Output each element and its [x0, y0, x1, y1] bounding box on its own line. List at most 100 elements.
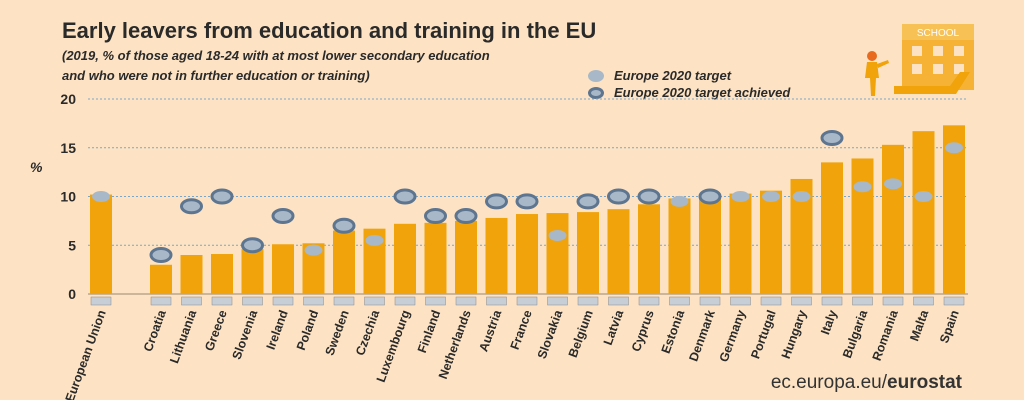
x-tick-label: Hungary — [779, 308, 810, 360]
country-flag-icon — [242, 296, 263, 306]
footer-brand: eurostat — [887, 372, 962, 393]
bar — [90, 194, 112, 294]
x-tick-label: Croatia — [141, 307, 169, 353]
target-marker — [762, 191, 780, 202]
country-flag-icon — [730, 296, 751, 306]
school-window-icon — [954, 46, 964, 56]
bar — [943, 125, 965, 294]
bar — [699, 197, 721, 294]
bar — [577, 212, 599, 294]
legend-item-achieved: Europe 2020 target achieved — [588, 84, 790, 101]
x-tick-label: Portugal — [748, 308, 778, 360]
bar — [668, 198, 691, 294]
bar — [912, 131, 935, 294]
bar — [851, 158, 874, 294]
target-achieved-marker — [485, 193, 508, 210]
target-marker — [548, 230, 567, 241]
legend-label-achieved: Europe 2020 target achieved — [614, 85, 791, 100]
target-achieved-marker — [424, 208, 447, 224]
x-tick-label: Lithuania — [167, 307, 200, 365]
x-tick-label: Bulgaria — [840, 307, 871, 360]
y-tick-label: 5 — [68, 237, 76, 253]
country-flag-icon — [181, 296, 202, 306]
school-window-icon — [954, 64, 964, 74]
x-tick-label: Slovenia — [230, 307, 261, 361]
target-achieved-marker — [149, 247, 173, 263]
target-achieved-marker — [271, 208, 295, 224]
country-flag-icon — [516, 296, 538, 306]
bar — [821, 162, 843, 294]
x-tick-label: Belgium — [566, 308, 596, 359]
target-achieved-marker — [180, 198, 203, 215]
bar — [363, 228, 386, 294]
person-arm-icon — [877, 60, 889, 68]
country-flag-icon — [150, 296, 172, 306]
target-marker — [792, 191, 811, 202]
x-tick-label: Latvia — [601, 307, 627, 347]
target-marker — [731, 191, 750, 202]
x-tick-label: Finland — [415, 308, 443, 355]
bar — [760, 190, 782, 294]
legend-item-target: Europe 2020 target — [588, 67, 790, 84]
school-window-icon — [933, 64, 943, 74]
bar — [516, 214, 538, 294]
bar — [790, 178, 813, 294]
x-tick-label: Spain — [937, 308, 962, 345]
country-flag-icon — [90, 296, 112, 306]
bar — [882, 144, 904, 294]
country-flag-icon — [608, 296, 629, 306]
country-flag-icon — [669, 296, 690, 306]
bar — [546, 213, 569, 294]
bar — [729, 193, 752, 294]
target-achieved-marker — [332, 217, 356, 234]
target-marker — [670, 195, 689, 207]
achieved-marker-icon — [588, 86, 604, 99]
school-sign-text: SCHOOL — [917, 28, 960, 39]
country-flag-icon — [699, 296, 721, 306]
x-tick-label: Poland — [294, 308, 321, 352]
target-marker-icon — [588, 69, 604, 82]
target-achieved-marker — [210, 188, 234, 205]
school-window-icon — [912, 64, 922, 74]
country-flag-icon — [791, 296, 812, 306]
target-achieved-marker — [637, 188, 661, 205]
x-tick-label: Netherlands — [436, 308, 474, 381]
country-flag-icon — [821, 296, 843, 306]
y-tick-label: 15 — [60, 140, 76, 156]
target-achieved-marker — [576, 193, 600, 210]
footer-domain: ec.europa.eu/ — [770, 372, 888, 393]
x-tick-label: Romania — [870, 307, 902, 362]
target-achieved-marker — [607, 188, 630, 205]
school-window-icon — [933, 46, 943, 56]
country-flag-icon — [913, 296, 934, 306]
bar — [211, 254, 233, 294]
country-flag-icon — [455, 296, 477, 306]
bar — [272, 244, 294, 294]
legend: Europe 2020 target Europe 2020 target ac… — [588, 67, 790, 101]
country-flag-icon — [211, 296, 233, 306]
target-achieved-marker — [393, 188, 417, 205]
x-tick-label: Austria — [476, 307, 504, 353]
x-tick-label: Estonia — [659, 307, 688, 355]
x-tick-label: Slovakia — [535, 307, 566, 360]
target-marker — [884, 178, 902, 190]
country-flag-icon — [638, 296, 660, 306]
x-tick-label: Malta — [907, 307, 931, 343]
target-marker — [945, 142, 963, 154]
target-marker — [304, 244, 323, 256]
target-achieved-marker — [698, 188, 722, 205]
y-axis-label: % — [30, 159, 43, 175]
chart-subtitle: (2019, % of those aged 18-24 with at mos… — [62, 46, 702, 86]
country-flag-icon — [882, 296, 904, 306]
bar — [607, 209, 630, 294]
country-flag-icon — [333, 296, 355, 306]
bar — [455, 220, 477, 294]
y-tick-label: 20 — [60, 91, 76, 107]
country-flag-icon — [394, 296, 416, 306]
country-flag-icon — [486, 296, 507, 306]
x-tick-label: Denmark — [686, 308, 717, 363]
target-marker — [914, 191, 933, 202]
x-tick-label: European Union — [63, 308, 109, 400]
country-flag-icon — [943, 296, 965, 306]
